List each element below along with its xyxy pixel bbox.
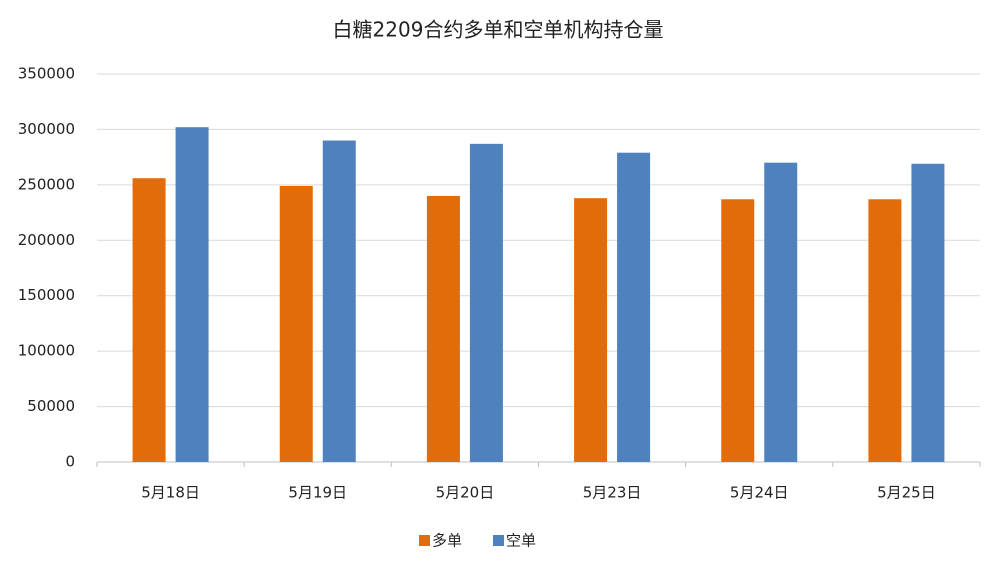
bar: [764, 162, 798, 462]
legend-swatch: [493, 535, 504, 546]
bar: [617, 152, 651, 463]
legend-label: 多单: [432, 532, 462, 550]
legend-swatch: [419, 535, 430, 546]
bar: [469, 143, 503, 462]
y-tick-label: 100000: [18, 342, 75, 360]
y-tick-label: 200000: [18, 231, 75, 249]
bar: [911, 163, 945, 462]
bar: [574, 198, 608, 462]
bar: [322, 140, 356, 462]
x-tick-label: 5月23日: [583, 484, 642, 502]
y-tick-label: 250000: [18, 175, 75, 193]
bar: [868, 199, 902, 463]
x-tick-label: 5月20日: [436, 484, 495, 502]
y-tick-label: 150000: [18, 286, 75, 304]
bar: [175, 127, 209, 462]
y-tick-label: 50000: [27, 397, 75, 415]
bar: [426, 195, 460, 462]
x-tick-label: 5月25日: [877, 484, 936, 502]
chart-title: 白糖2209合约多单和空单机构持仓量: [333, 18, 664, 42]
y-tick-label: 300000: [18, 120, 75, 138]
x-tick-label: 5月24日: [730, 484, 789, 502]
x-tick-label: 5月19日: [288, 484, 347, 502]
bar: [279, 185, 313, 463]
y-tick-label: 350000: [18, 65, 75, 83]
bar: [721, 199, 755, 463]
legend-label: 空单: [506, 532, 536, 550]
y-tick-label: 0: [65, 453, 75, 471]
bar: [132, 178, 166, 462]
x-tick-label: 5月18日: [141, 484, 200, 502]
